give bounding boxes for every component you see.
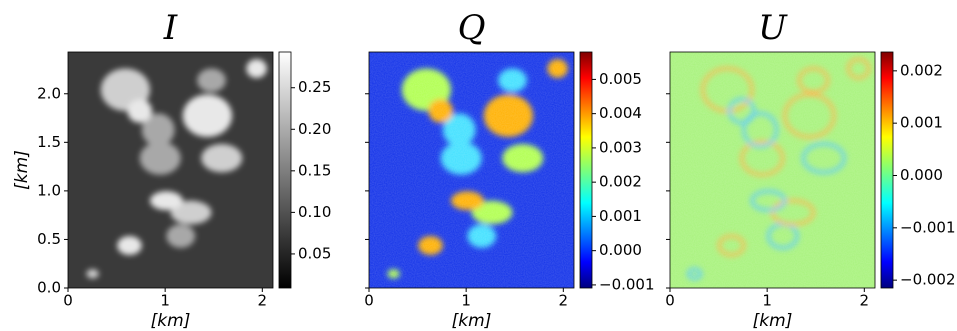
- colorbar-tick-label: 0.003: [599, 138, 642, 156]
- colorbar: [579, 51, 593, 289]
- colorbar-tick-label: −0.001: [900, 218, 956, 236]
- image-noise: [369, 52, 574, 288]
- panel-title: I: [163, 8, 178, 48]
- feature: [127, 99, 153, 123]
- x-tick-label: 0: [665, 292, 675, 310]
- x-tick-label: 1: [461, 292, 471, 310]
- image-frame: [368, 51, 575, 289]
- colorbar: [278, 51, 292, 289]
- x-tick-label: 2: [559, 292, 569, 310]
- image-frame: [67, 51, 274, 289]
- panel: Q [km] 0 1 2 −0.001 0.000 0.001 0.002 0.003 0.004 0…: [364, 8, 654, 331]
- panel-title: Q: [458, 8, 486, 48]
- x-axis-label: [km]: [452, 311, 492, 331]
- colorbar-tick-label: 0.15: [298, 161, 331, 179]
- feature: [197, 68, 226, 93]
- panel: I [km] [km] 0 1 2 0.0 0.5 1.0 1.5 2.0 0.05 0.10 0.15 0…: [12, 8, 331, 331]
- x-tick-label: 0: [63, 292, 73, 310]
- colorbar-tick-label: 0.20: [298, 120, 331, 138]
- x-tick-label: 1: [762, 292, 772, 310]
- image-frame: [669, 51, 876, 289]
- colorbar: [880, 51, 894, 289]
- x-tick-label: 2: [258, 292, 268, 310]
- colorbar-tick-label: 0.10: [298, 203, 331, 221]
- colorbar-tick-label: 0.005: [599, 70, 642, 88]
- colorbar-tick-label: 0.001: [599, 207, 642, 225]
- x-axis-label: [km]: [151, 311, 191, 331]
- colorbar-tick-label: 0.25: [298, 78, 331, 96]
- x-tick-label: 2: [860, 292, 870, 310]
- feature: [141, 113, 175, 147]
- colorbar-tick-label: 0.000: [599, 241, 642, 259]
- feature: [166, 224, 196, 248]
- colorbar-tick-label: −0.001: [599, 275, 655, 293]
- colorbar-tick-label: 0.004: [599, 104, 642, 122]
- x-tick-label: 1: [160, 292, 170, 310]
- feature: [86, 269, 99, 279]
- colorbar-tick-label: 0.000: [900, 166, 943, 184]
- y-tick-label: 2.0: [37, 84, 61, 102]
- feature: [182, 94, 232, 137]
- colorbar-tick-label: 0.001: [900, 114, 943, 132]
- feature: [170, 200, 212, 225]
- feature: [150, 191, 183, 211]
- y-axis-label: [km]: [12, 150, 32, 190]
- y-tick-label: 1.5: [37, 133, 61, 151]
- image-noise: [670, 52, 875, 288]
- feature: [117, 236, 142, 255]
- panel-title: U: [758, 8, 788, 48]
- feature: [201, 144, 243, 173]
- x-axis-label: [km]: [753, 311, 793, 331]
- colorbar-tick-label: 0.05: [298, 244, 331, 262]
- feature: [246, 59, 267, 78]
- colorbar-tick-label: −0.002: [900, 271, 956, 289]
- colorbar-tick-label: 0.002: [599, 173, 642, 191]
- image-features: [86, 59, 267, 279]
- colorbar-tick-label: 0.002: [900, 61, 943, 79]
- y-tick-label: 1.0: [37, 181, 61, 199]
- panel: U [km] 0 1 2 −0.002 −0.001 0.000 0.001 0.002: [665, 8, 955, 331]
- y-tick-label: 0.0: [37, 279, 61, 297]
- feature: [139, 141, 181, 175]
- y-tick-label: 0.5: [37, 230, 61, 248]
- x-tick-label: 0: [364, 292, 374, 310]
